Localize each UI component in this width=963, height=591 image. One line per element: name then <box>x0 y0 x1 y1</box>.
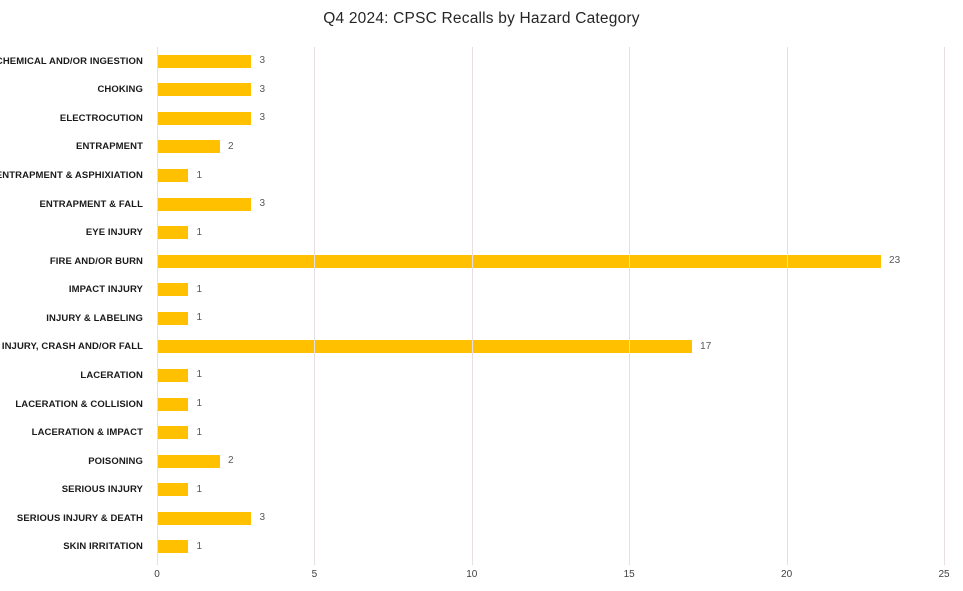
category-label: CHOKING <box>97 84 143 96</box>
gridline <box>314 47 316 565</box>
bar-value-label: 23 <box>889 255 901 267</box>
chart-title: Q4 2024: CPSC Recalls by Hazard Category <box>323 10 640 27</box>
bar-row: 3 <box>157 190 944 219</box>
category-label: SERIOUS INJURY & DEATH <box>16 512 143 524</box>
bar-row: 1 <box>157 533 944 562</box>
bar <box>157 540 189 554</box>
bar <box>157 483 189 497</box>
category-label: EYE INJURY <box>85 227 143 239</box>
bar <box>157 426 189 440</box>
x-tick-label: 15 <box>623 569 635 580</box>
x-tick-label: 10 <box>466 569 478 580</box>
bar <box>157 169 189 183</box>
bar <box>157 197 252 211</box>
bar <box>157 140 220 154</box>
bar-row: 1 <box>157 418 944 447</box>
gridline <box>786 47 788 565</box>
x-tick-label: 5 <box>311 569 318 580</box>
bar-row: 3 <box>157 504 944 533</box>
gridline <box>471 47 473 565</box>
gridline <box>944 47 945 565</box>
category-label: IMPACT INJURY <box>68 284 143 296</box>
bar <box>157 226 189 240</box>
category-label: SERIOUS INJURY <box>61 484 143 496</box>
bar-row: 1 <box>157 218 944 247</box>
bar-row: 1 <box>157 390 944 419</box>
bar-row: 1 <box>157 361 944 390</box>
category-label: CHEMICAL AND/OR INGESTION <box>0 55 143 67</box>
bar-row: 1 <box>157 161 944 190</box>
category-label: LACERATION <box>80 369 143 381</box>
bar-value-label: 1 <box>196 312 203 324</box>
bar-value-label: 1 <box>196 426 203 438</box>
bar <box>157 340 693 354</box>
x-tick-label: 20 <box>781 569 793 580</box>
bar <box>157 511 252 525</box>
category-label: SKIN IRRITATION <box>63 541 143 553</box>
plot-area: 3 3 3 2 1 3 1 23 1 1 17 1 1 1 2 1 3 1 <box>157 47 945 565</box>
bar <box>157 454 220 468</box>
bar-row: 1 <box>157 276 944 305</box>
bars-region: 3 3 3 2 1 3 1 23 1 1 17 1 1 1 2 1 3 1 <box>157 47 944 561</box>
bar-value-label: 3 <box>259 198 265 210</box>
bar <box>157 83 252 97</box>
bar <box>157 311 189 325</box>
bar-value-label: 17 <box>700 340 712 352</box>
bar <box>157 368 189 382</box>
bar-value-label: 3 <box>259 112 265 124</box>
bar-value-label: 3 <box>259 55 265 67</box>
category-label: FIRE AND/OR BURN <box>49 255 143 267</box>
x-axis: 0 5 10 15 20 25 <box>154 569 949 583</box>
bar-value-label: 1 <box>196 169 203 181</box>
bar-value-label: 3 <box>259 83 265 95</box>
bar-row: 2 <box>157 133 944 162</box>
bar <box>157 283 189 297</box>
bar-value-label: 1 <box>196 283 203 295</box>
bar-value-label: 1 <box>196 483 203 495</box>
bar-row: 17 <box>157 333 944 362</box>
category-label: ENTRAPMENT & ASPHIXIATION <box>0 170 143 182</box>
category-label: LACERATION & IMPACT <box>31 427 143 439</box>
y-axis-line <box>157 47 158 565</box>
bar-value-label: 3 <box>259 512 265 524</box>
x-tick-label: 0 <box>154 569 160 580</box>
category-label: LACERATION & COLLISION <box>15 398 143 410</box>
bar <box>157 54 252 68</box>
bar-row: 23 <box>157 247 944 276</box>
gridline <box>629 47 631 565</box>
bar-row: 3 <box>157 76 944 105</box>
x-tick-label: 25 <box>938 569 950 580</box>
bar-row: 1 <box>157 304 944 333</box>
category-axis: CHEMICAL AND/OR INGESTION CHOKING ELECTROC… <box>0 47 150 561</box>
bar-value-label: 1 <box>196 398 203 410</box>
bar-row: 1 <box>157 475 944 504</box>
bar-row: 2 <box>157 447 944 476</box>
bar-value-label: 1 <box>196 226 203 238</box>
bar <box>157 397 189 411</box>
bar-value-label: 1 <box>196 540 203 552</box>
bar-row: 3 <box>157 47 944 76</box>
bar-row: 3 <box>157 104 944 133</box>
bar <box>157 254 882 268</box>
bar-value-label: 2 <box>227 455 234 467</box>
bar-value-label: 2 <box>227 140 234 152</box>
category-label: INJURY & LABELING <box>46 312 143 324</box>
category-label: ELECTROCUTION <box>59 112 143 124</box>
bar-value-label: 1 <box>196 369 203 381</box>
category-label: ENTRAPMENT <box>76 141 143 153</box>
category-label: ENTRAPMENT & FALL <box>39 198 143 210</box>
category-label: POISONING <box>88 455 143 467</box>
bar <box>157 111 252 125</box>
category-label: INJURY, CRASH AND/OR FALL <box>1 341 143 353</box>
